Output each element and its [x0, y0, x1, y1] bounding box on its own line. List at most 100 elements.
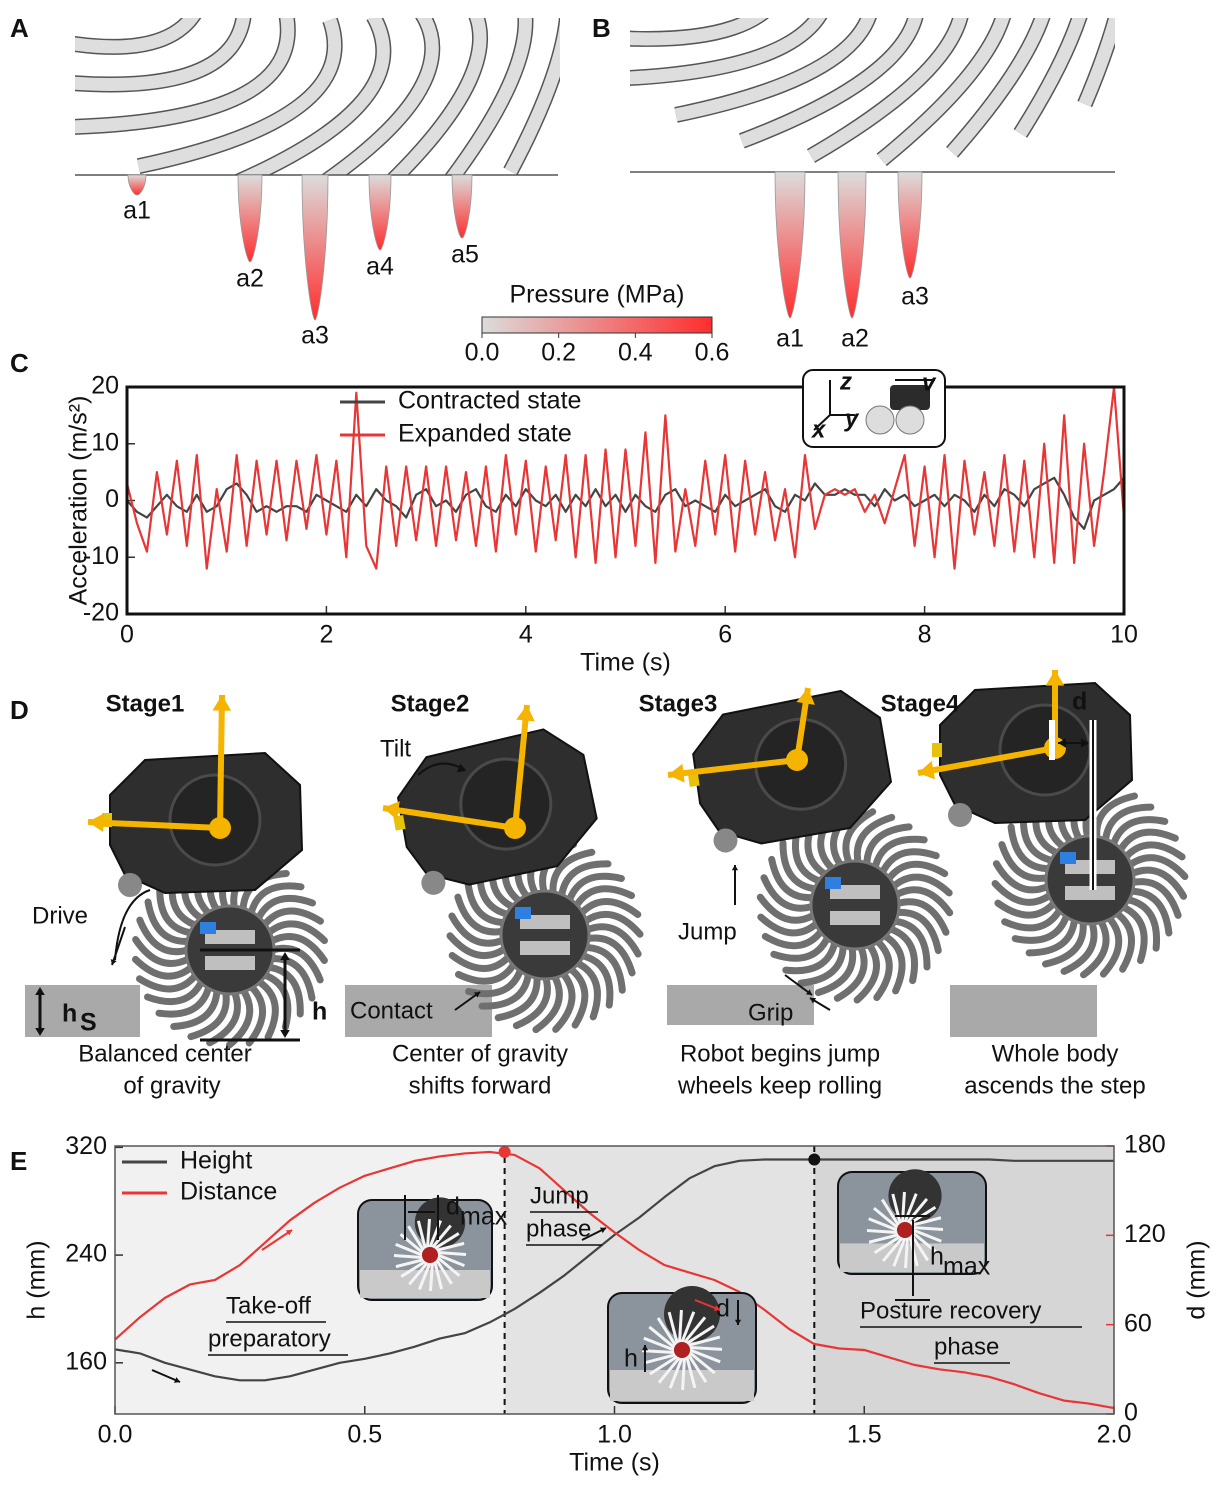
- colorbar-tick-label: 0.6: [695, 339, 730, 367]
- x-tick-label: 4: [519, 621, 533, 649]
- axis-name: z: [839, 368, 852, 395]
- photo-hub: [422, 1247, 438, 1263]
- legend-label: Distance: [180, 1178, 277, 1206]
- series-line: [127, 387, 1124, 569]
- y-tick-label: 10: [91, 428, 119, 456]
- spoke-outline: [811, 0, 963, 156]
- arrow-head: [732, 865, 738, 870]
- figure: A B C D E a1a2a3a4a5 a1a2a3 Pressure (MP…: [0, 0, 1222, 1497]
- wheel-icon: [866, 406, 894, 434]
- photo-hub: [674, 1342, 690, 1358]
- spoke: [882, 0, 1008, 160]
- caption: shifts forward: [409, 1072, 552, 1099]
- wheel-section: [0, 0, 568, 209]
- photo-spoke: [683, 1358, 685, 1390]
- stage-title: Stage3: [639, 690, 718, 717]
- contact-label: a2: [236, 265, 264, 293]
- annotation: h: [62, 1000, 77, 1028]
- colorbar-scale: [482, 317, 712, 333]
- y-tick-label: 0: [105, 485, 119, 513]
- spoke: [1020, 0, 1090, 134]
- center-of-gravity: [786, 749, 808, 771]
- panel-label: C: [10, 348, 29, 378]
- panel-d: [25, 670, 1185, 1045]
- plot-frame: [127, 387, 1124, 614]
- y-tick-label: 20: [91, 372, 119, 400]
- panel-label: E: [10, 1146, 27, 1176]
- x-tick-label: 1.5: [847, 1421, 882, 1449]
- colorbar-title: Pressure (MPa): [509, 281, 684, 309]
- motor: [520, 941, 570, 955]
- photo-hub: [897, 1222, 913, 1238]
- colorbar-tick-label: 0.0: [465, 339, 500, 367]
- y-axis-title: h (mm): [23, 1240, 51, 1319]
- center-of-gravity: [209, 817, 231, 839]
- caption: Balanced center: [78, 1040, 251, 1067]
- axis-arrow: [220, 695, 222, 828]
- phase-label: phase: [934, 1333, 999, 1360]
- inset-label: d: [446, 1193, 460, 1221]
- panel-label: D: [10, 695, 29, 725]
- legend-label: Contracted state: [398, 387, 581, 415]
- photo-spoke: [867, 1231, 897, 1233]
- colorbar-tick-label: 0.2: [541, 339, 576, 367]
- caption: Center of gravity: [392, 1040, 568, 1067]
- series-line: [127, 478, 1124, 529]
- marker: [499, 1146, 511, 1158]
- axes-inset: z y x v: [803, 368, 945, 447]
- arrow-head: [1046, 670, 1065, 686]
- y-tick-label: 320: [65, 1132, 107, 1160]
- board: [515, 907, 531, 919]
- board: [1060, 852, 1076, 864]
- x-tick-label: 6: [718, 621, 732, 649]
- y-tick-label: 240: [65, 1240, 107, 1268]
- x-axis-title: Time (s): [580, 649, 671, 677]
- contact-label: a4: [366, 253, 394, 281]
- colorbar: Pressure (MPa) 0.00.20.40.6: [465, 281, 730, 367]
- panel-label: B: [592, 13, 611, 43]
- caption: Whole body: [992, 1040, 1119, 1067]
- photo-spoke: [680, 1310, 682, 1342]
- photo-spoke: [690, 1348, 722, 1350]
- axis-name: y: [844, 405, 860, 432]
- board: [825, 877, 841, 889]
- y-axis-title: Acceleration (m/s²): [65, 396, 93, 606]
- y-tick-label: 160: [65, 1347, 107, 1375]
- legend-label: Height: [180, 1147, 252, 1175]
- spoke-outline: [0, 0, 169, 8]
- sensor: [932, 743, 942, 757]
- contact-label: a3: [301, 322, 329, 350]
- spoke-outline: [515, 0, 753, 4]
- photo-spoke: [431, 1263, 433, 1291]
- pressure-drop: [369, 175, 391, 250]
- caption: Robot begins jump: [680, 1040, 880, 1067]
- spoke: [811, 0, 963, 156]
- arrow-head: [212, 695, 231, 711]
- x-tick-label: 10: [1110, 621, 1138, 649]
- motor: [205, 956, 255, 970]
- phase-label: Take-off: [226, 1292, 311, 1319]
- x-tick-label: 0.0: [98, 1421, 133, 1449]
- pressure-drop: [128, 175, 146, 195]
- x-tick-label: 1.0: [597, 1421, 632, 1449]
- photo-spoke: [394, 1256, 422, 1258]
- annotation: Contact: [350, 997, 433, 1024]
- motor: [830, 911, 880, 925]
- caption: ascends the step: [964, 1072, 1145, 1099]
- photo-spoke: [438, 1253, 466, 1255]
- pressure-drop: [838, 172, 866, 318]
- contact-label: a1: [123, 197, 151, 225]
- panel-a: a1 a2 a3 a4 a5: [0, 0, 568, 350]
- arrow-head: [280, 1030, 290, 1038]
- photo-spoke: [428, 1219, 430, 1247]
- inset-subscript: max: [460, 1203, 508, 1231]
- chart-c: 0246810-20-1001020Contracted stateExpand…: [65, 372, 1138, 677]
- stage-title: Stage1: [106, 690, 185, 717]
- marker: [808, 1153, 820, 1165]
- x-tick-label: 8: [918, 621, 932, 649]
- x-axis-title: Time (s): [569, 1449, 660, 1477]
- inset-label: h: [930, 1243, 944, 1271]
- contact-label: a5: [451, 241, 479, 269]
- page: { "panel_labels": ["A", "B", "C", "D", "…: [0, 0, 1222, 1497]
- body-wheel: [118, 873, 142, 897]
